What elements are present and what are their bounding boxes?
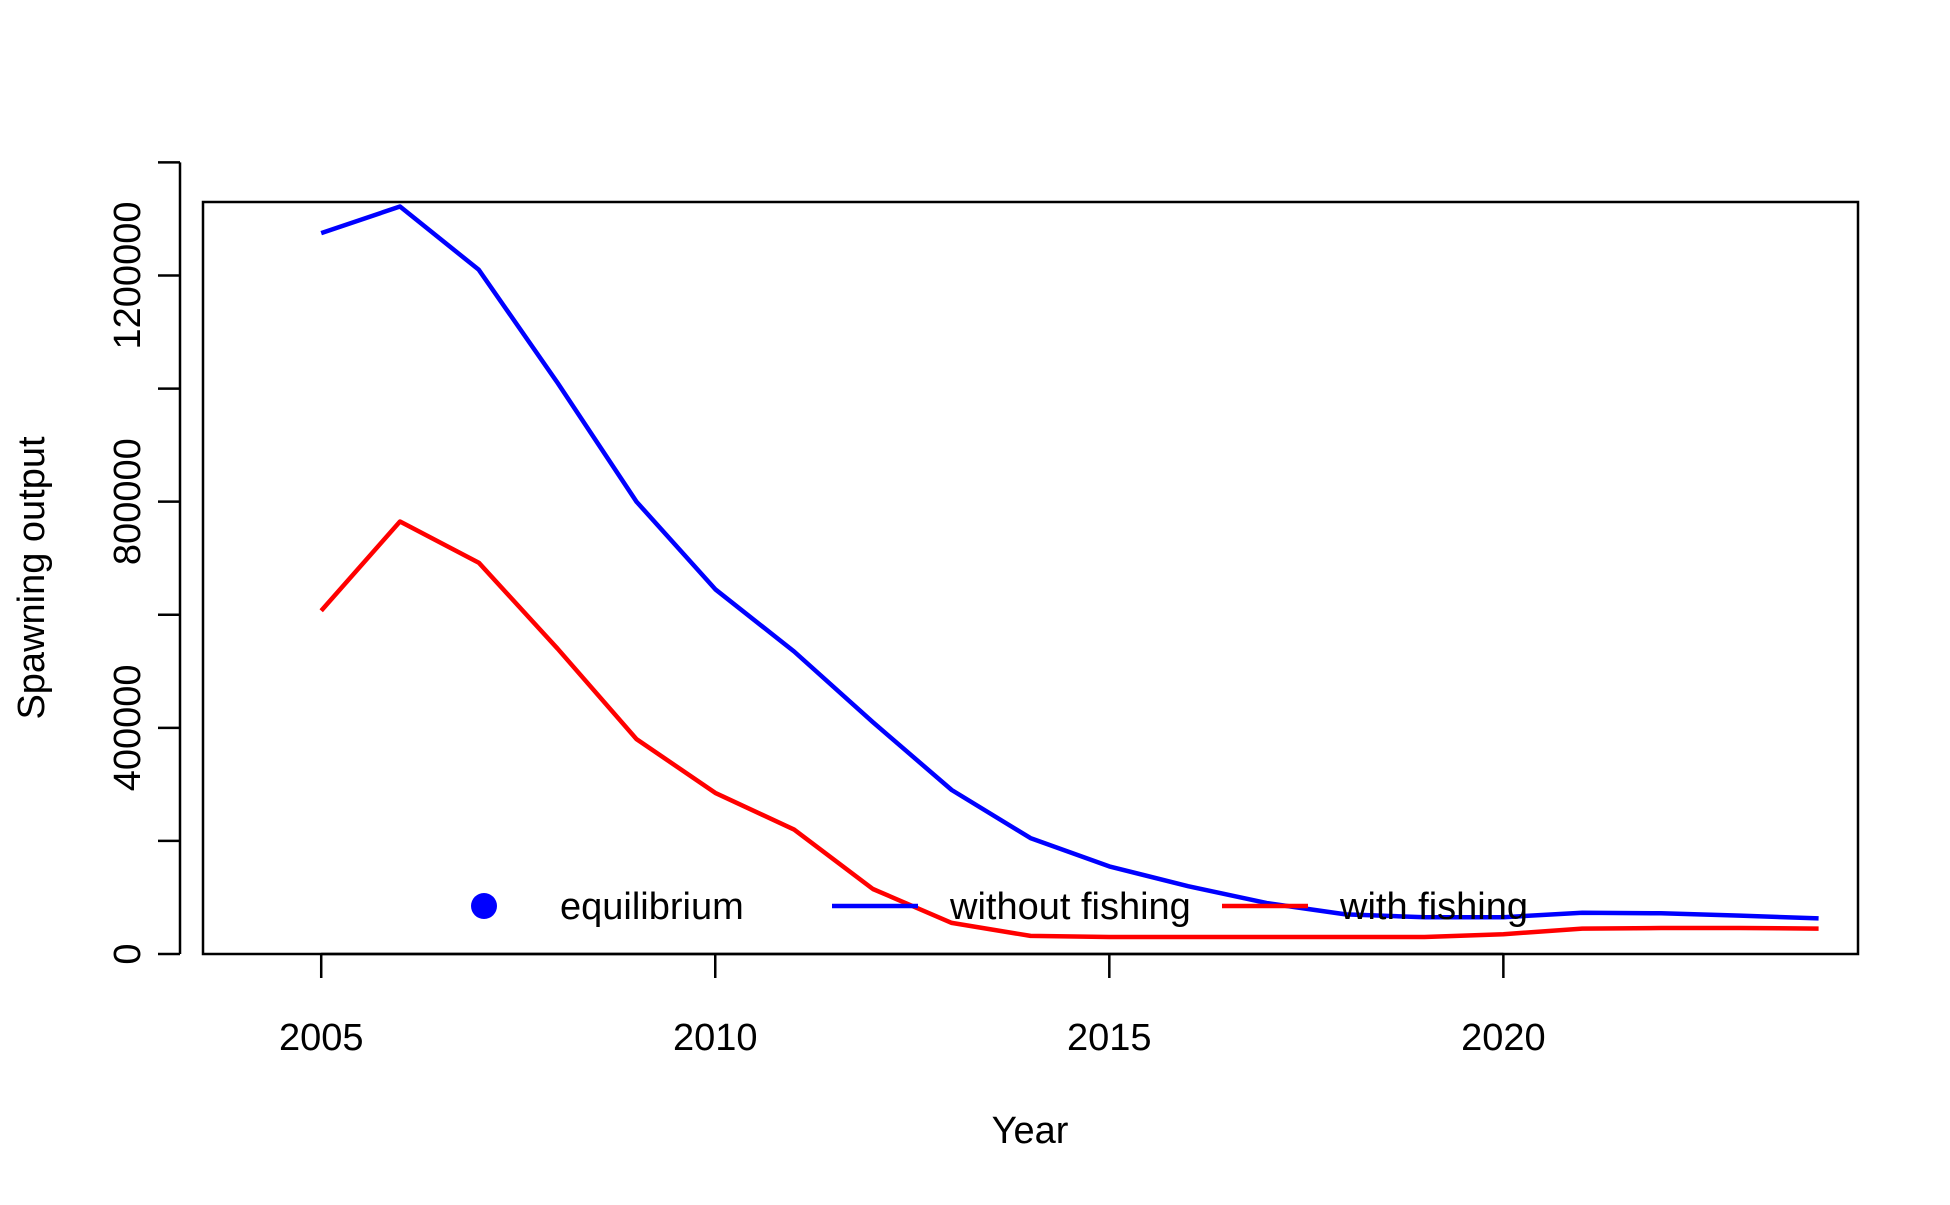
legend-marker-point [471, 893, 497, 919]
legend-label: with fishing [1339, 886, 1528, 928]
y-tick-label: 1200000 [107, 202, 149, 350]
y-axis-label: Spawning output [11, 436, 53, 720]
x-tick-label: 2005 [279, 1017, 364, 1059]
plot-frame [201, 200, 1860, 956]
y-tick-label: 0 [107, 943, 149, 964]
legend-label: equilibrium [560, 886, 744, 928]
y-tick-label: 400000 [107, 664, 149, 791]
y-tick-label: 800000 [107, 438, 149, 565]
series-layer [319, 204, 1819, 940]
x-tick-label: 2015 [1067, 1017, 1152, 1059]
series-line-with-fishing [319, 519, 1819, 940]
x-tick-label: 2010 [673, 1017, 758, 1059]
x-tick-label: 2020 [1461, 1017, 1546, 1059]
series-line-without-fishing [320, 204, 1819, 921]
x-axis-label: Year [992, 1110, 1069, 1152]
y-axis: 0 400000 800000 1200000 [107, 161, 182, 965]
legend: equilibrium without fishing with fishing [471, 886, 1528, 928]
x-axis: 2005 2010 2015 2020 [279, 952, 1546, 1059]
legend-label: without fishing [949, 886, 1191, 928]
